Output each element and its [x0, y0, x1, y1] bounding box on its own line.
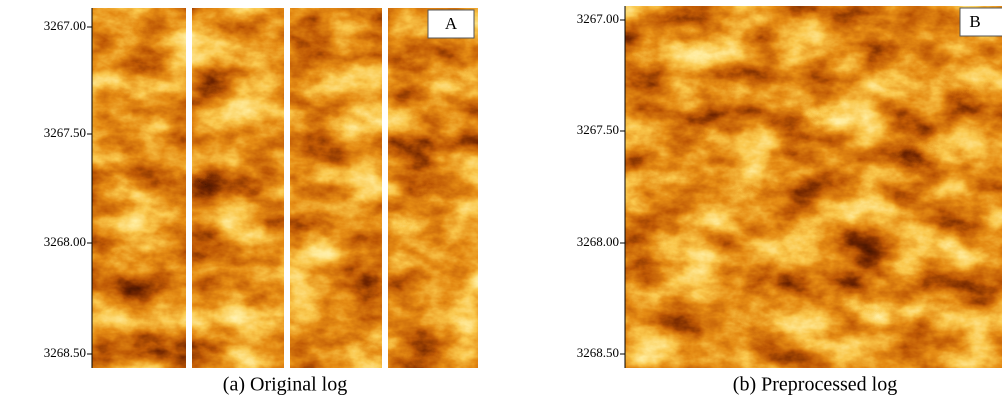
- gap-stripe: [284, 8, 290, 368]
- panel-label: B: [969, 12, 980, 31]
- gap-stripe: [382, 8, 388, 368]
- image-log: [625, 6, 1002, 368]
- depth-label: 3267.00: [577, 11, 619, 26]
- panel-label: A: [445, 14, 458, 33]
- label-box: [959, 7, 1002, 37]
- gap-stripe: [186, 8, 192, 368]
- depth-label: 3268.00: [577, 234, 619, 249]
- caption: (a) Original log: [223, 374, 347, 396]
- depth-label: 3268.00: [44, 234, 86, 249]
- depth-label: 3268.50: [577, 345, 619, 360]
- panel-b: B (b) Preprocessed log: [624, 6, 1002, 396]
- label-box: [427, 9, 475, 39]
- caption: (b) Preprocessed log: [733, 374, 897, 396]
- depth-label: 3267.00: [44, 18, 86, 33]
- depth-label: 3268.50: [44, 345, 86, 360]
- panel-a: A (a) Original log: [91, 8, 478, 396]
- depth-label: 3267.50: [44, 125, 86, 140]
- depth-label: 3267.50: [577, 122, 619, 137]
